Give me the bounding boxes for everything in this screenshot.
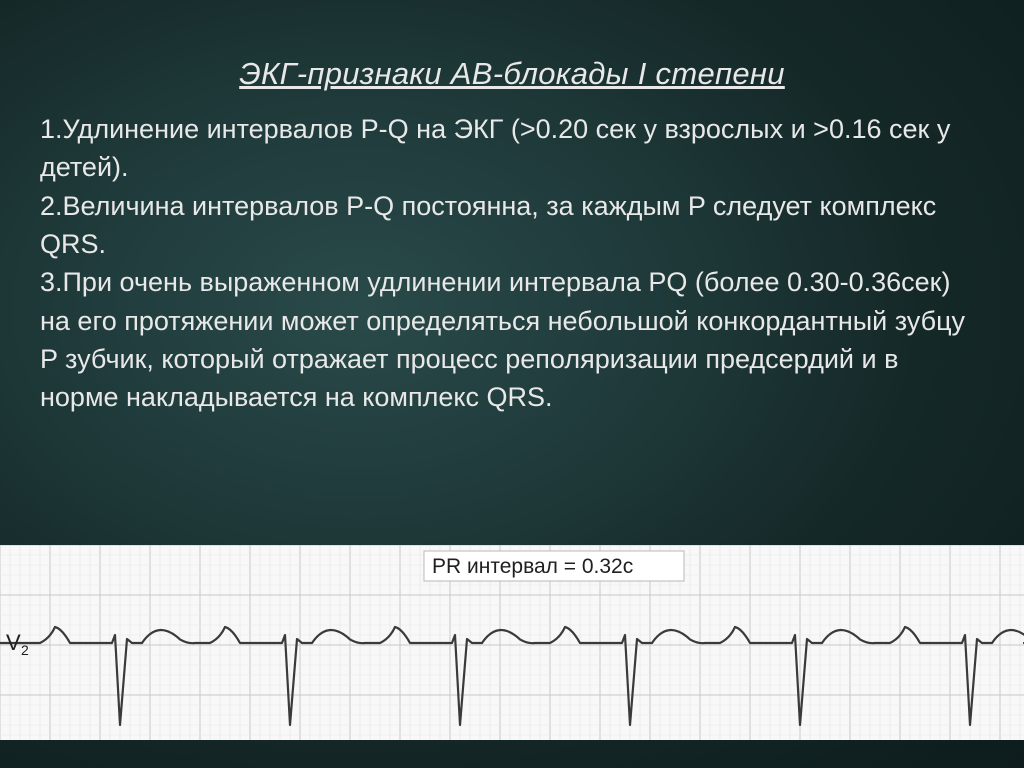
slide-content: ЭКГ-признаки АВ-блокады I степени 1.Удли… — [0, 0, 1024, 417]
point-3: 3.При очень выраженном удлинении интерва… — [40, 263, 984, 416]
point-1: 1.Удлинение интервалов P-Q на ЭКГ (>0.20… — [40, 110, 984, 187]
point-2: 2.Величина интервалов P-Q постоянна, за … — [40, 187, 984, 264]
slide-body: 1.Удлинение интервалов P-Q на ЭКГ (>0.20… — [40, 110, 984, 417]
svg-text:V: V — [6, 630, 21, 655]
svg-text:PR интервал = 0.32с: PR интервал = 0.32с — [432, 555, 633, 578]
ecg-svg: V2 PR интервал = 0.32с — [0, 545, 1024, 740]
slide-title: ЭКГ-признаки АВ-блокады I степени — [40, 56, 984, 92]
ecg-strip: V2 PR интервал = 0.32с — [0, 545, 1024, 740]
svg-text:2: 2 — [21, 642, 29, 658]
